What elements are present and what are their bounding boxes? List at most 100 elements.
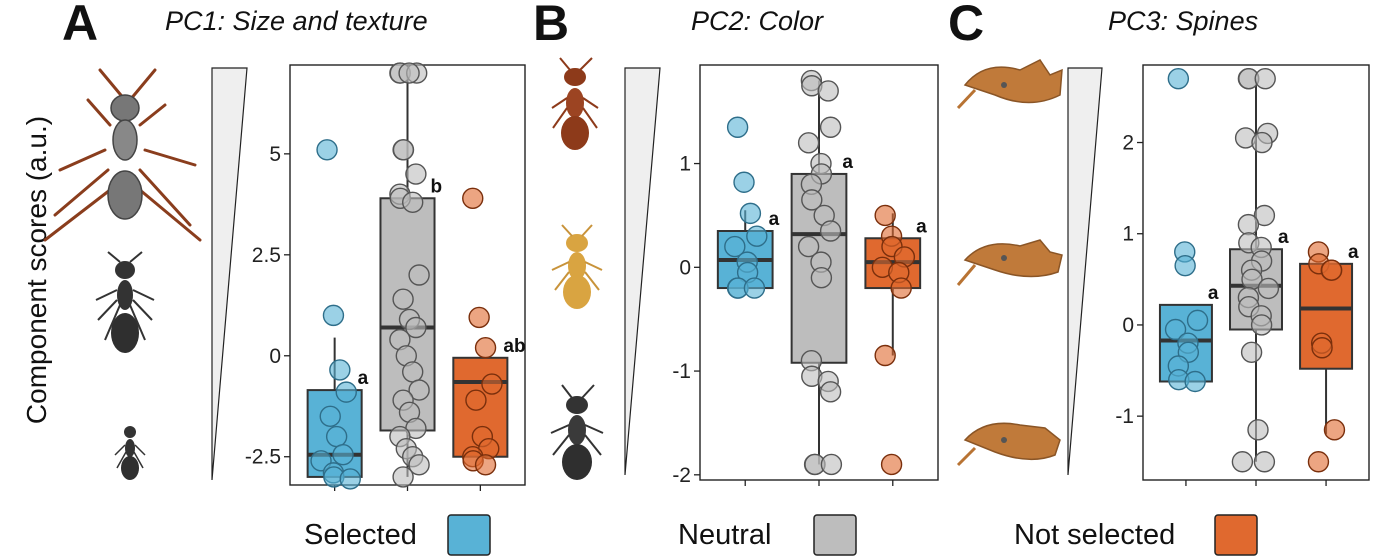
data-point-neutral xyxy=(1253,451,1276,473)
data-point-neutral xyxy=(801,189,823,211)
data-point-selected xyxy=(1164,318,1187,341)
large-ant-illustration xyxy=(43,68,202,242)
legend-swatch-selected xyxy=(447,514,491,556)
legend-label-neutral: Neutral xyxy=(678,519,772,551)
data-point-selected xyxy=(733,171,755,193)
panel-b-plot: -2 -1 0 1 a a a xyxy=(672,64,939,487)
data-point-not-selected xyxy=(1323,419,1346,441)
data-point-selected xyxy=(743,277,766,299)
y-tick-label: 1 xyxy=(679,153,691,176)
y-tick-label: 1 xyxy=(1122,223,1134,246)
significance-letter: a xyxy=(916,216,927,237)
data-point-not-selected xyxy=(474,336,497,359)
data-point-neutral xyxy=(392,288,414,310)
spiny-ant-profile-3 xyxy=(956,422,1061,467)
significance-letter: a xyxy=(358,368,369,389)
y-tick-label: -2.5 xyxy=(245,446,281,469)
significance-letter: a xyxy=(1208,283,1219,304)
y-tick-label: -1 xyxy=(672,360,691,383)
data-point-neutral xyxy=(819,116,842,138)
y-tick-label: 2.5 xyxy=(252,244,281,267)
significance-letter: a xyxy=(1348,242,1359,263)
y-tick-label: 0 xyxy=(269,345,281,368)
y-tick-label: 2 xyxy=(1122,132,1134,155)
data-point-neutral xyxy=(1247,419,1269,441)
panel-label-b: B xyxy=(533,0,569,51)
data-point-neutral xyxy=(1231,451,1254,473)
data-point-selected xyxy=(316,139,338,161)
data-point-neutral xyxy=(819,220,842,242)
data-point-not-selected xyxy=(481,373,503,395)
legend: Selected Neutral Not selected xyxy=(304,514,1258,556)
significance-letter: a xyxy=(842,152,853,173)
wedge-shape-a xyxy=(211,67,248,481)
data-point-neutral xyxy=(1257,277,1280,300)
y-tick-label: 0 xyxy=(679,256,691,279)
data-point-neutral xyxy=(810,266,833,289)
y-axis-label: Component scores (a.u.) xyxy=(21,116,52,424)
wedge-shape-c xyxy=(1067,67,1103,476)
data-point-neutral xyxy=(1250,314,1273,336)
data-point-neutral xyxy=(405,316,427,339)
significance-letter: ab xyxy=(503,336,525,357)
panel-label-a: A xyxy=(62,0,98,51)
data-point-selected xyxy=(335,381,357,403)
data-point-not-selected xyxy=(468,306,490,329)
legend-swatch-neutral xyxy=(813,514,857,556)
data-point-neutral xyxy=(408,264,430,286)
data-point-neutral xyxy=(1237,213,1260,236)
panel-c-plot: -1 0 1 2 a a a xyxy=(1115,64,1370,486)
data-point-not-selected xyxy=(874,344,896,367)
data-point-not-selected xyxy=(1311,337,1333,359)
data-point-selected xyxy=(746,225,768,247)
medium-ant-illustration xyxy=(95,251,155,353)
data-point-not-selected xyxy=(474,454,497,476)
red-ant-illustration xyxy=(551,57,599,150)
data-point-selected xyxy=(739,202,762,225)
significance-letter: a xyxy=(1278,227,1289,248)
data-point-selected xyxy=(1167,67,1190,90)
data-point-selected xyxy=(726,116,749,138)
data-point-neutral xyxy=(408,379,430,401)
data-point-selected xyxy=(1186,309,1209,332)
data-point-neutral xyxy=(797,132,820,154)
data-point-neutral xyxy=(817,80,839,102)
spiny-ant-profile-1 xyxy=(956,59,1063,110)
data-point-not-selected xyxy=(874,204,896,227)
black-ant-illustration xyxy=(550,384,604,480)
data-point-neutral xyxy=(1253,204,1276,227)
yellow-ant-illustration xyxy=(551,224,603,309)
small-ant-illustration xyxy=(114,426,146,480)
data-point-selected xyxy=(339,468,361,490)
legend-swatch-not-selected xyxy=(1214,514,1258,556)
legend-label-not-selected: Not selected xyxy=(1014,519,1175,551)
data-point-selected xyxy=(329,359,351,381)
y-tick-label: -1 xyxy=(1115,405,1134,428)
significance-letter: a xyxy=(769,209,780,230)
data-point-neutral xyxy=(402,191,424,214)
data-point-not-selected xyxy=(880,453,903,476)
wedge-shape-b xyxy=(624,67,661,476)
data-point-neutral xyxy=(819,381,842,403)
panel-a-title: PC1: Size and texture xyxy=(165,6,428,36)
data-point-neutral xyxy=(402,361,424,383)
data-point-neutral xyxy=(1240,341,1263,364)
y-tick-label: 5 xyxy=(269,143,281,166)
panel-c-title: PC3: Spines xyxy=(1108,6,1258,36)
data-point-not-selected xyxy=(890,277,912,299)
legend-label-selected: Selected xyxy=(304,519,417,551)
y-tick-label: 0 xyxy=(1122,314,1134,337)
y-tick-label: -2 xyxy=(672,464,691,487)
spiny-ant-profile-2 xyxy=(956,239,1063,286)
data-point-selected xyxy=(325,425,348,448)
data-point-not-selected xyxy=(1307,451,1330,473)
data-point-neutral xyxy=(405,163,427,185)
data-point-neutral xyxy=(392,466,414,488)
significance-letter: b xyxy=(431,176,443,197)
data-point-neutral xyxy=(398,62,420,84)
data-point-selected xyxy=(319,405,341,428)
data-point-neutral xyxy=(1254,67,1276,90)
data-point-not-selected xyxy=(462,187,484,209)
